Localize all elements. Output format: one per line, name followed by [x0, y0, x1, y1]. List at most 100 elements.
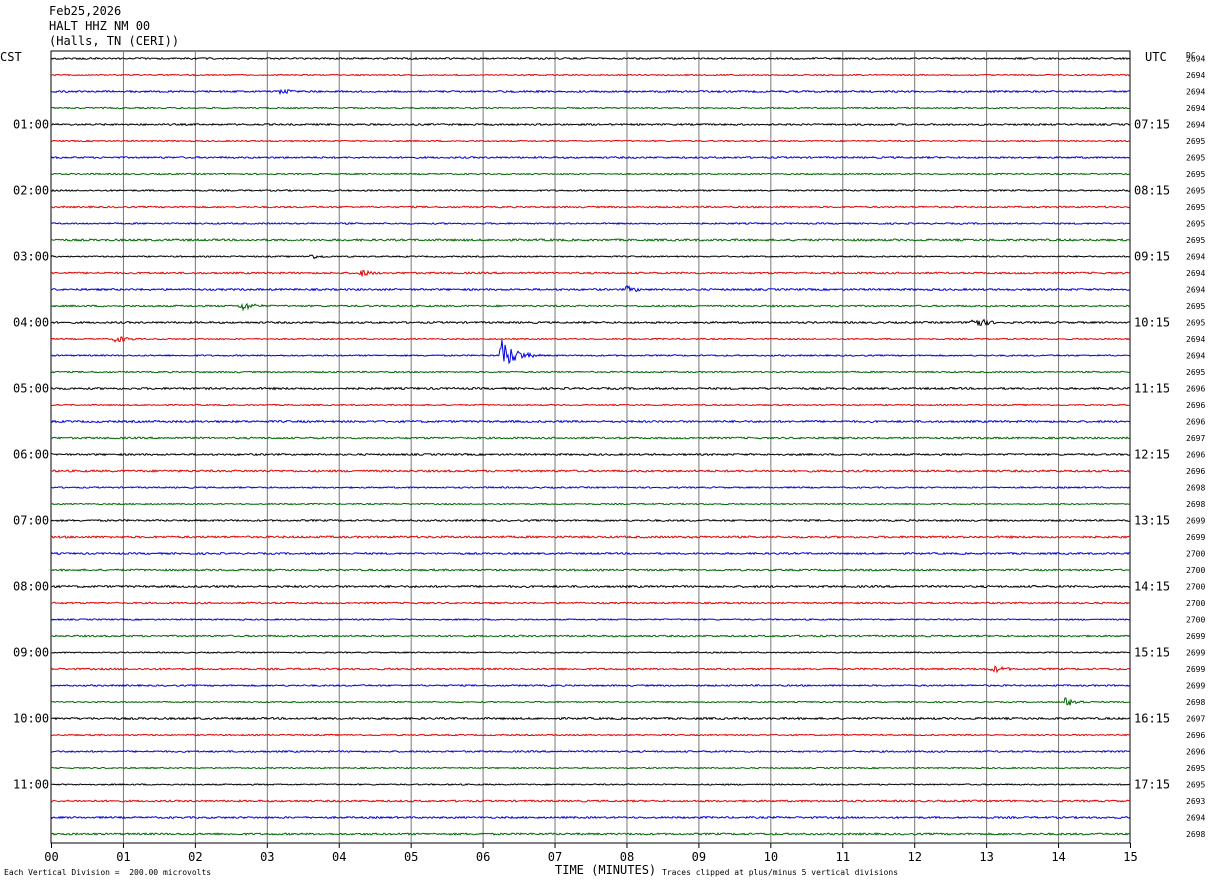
x-tick-label: 15 — [1123, 850, 1137, 864]
x-tick-label: 08 — [620, 850, 634, 864]
dc-offset-label: 2698 — [1186, 500, 1205, 509]
x-tick-label: 12 — [907, 850, 921, 864]
trace-row-26 — [50, 485, 1131, 490]
left-hour-label: 09:00 — [13, 646, 49, 660]
left-hour-label: 10:00 — [13, 712, 49, 726]
trace-row-41 — [50, 733, 1130, 737]
trace-row-8 — [50, 188, 1131, 192]
dc-offset-label: 2699 — [1186, 682, 1205, 691]
dc-offset-label: 2694 — [1186, 335, 1205, 344]
dc-offset-label: 2696 — [1186, 451, 1205, 460]
trace-row-34 — [50, 618, 1131, 621]
dc-offset-label: 2696 — [1186, 401, 1205, 410]
trace-row-28 — [50, 518, 1131, 523]
trace-row-21 — [50, 403, 1131, 407]
left-hour-label: 11:00 — [13, 778, 49, 792]
trace-row-20 — [50, 386, 1131, 391]
trace-row-14 — [50, 284, 1131, 293]
x-tick-label: 13 — [979, 850, 993, 864]
dc-offset-label: 2695 — [1186, 368, 1205, 377]
trace-row-42 — [50, 749, 1131, 754]
dc-offset-label: 2693 — [1186, 797, 1205, 806]
trace-row-10 — [50, 221, 1131, 226]
trace-row-43 — [50, 766, 1131, 770]
dc-offset-label: 2695 — [1186, 319, 1205, 328]
x-tick-label: 00 — [44, 850, 58, 864]
station-code: HALT HHZ NM 00 — [49, 19, 151, 33]
trace-row-15 — [50, 302, 1131, 312]
dc-offset-label: 2699 — [1186, 665, 1205, 674]
plot-frame — [50, 50, 1131, 844]
dc-offset-label: 2696 — [1186, 748, 1205, 757]
dc-offset-label: 2698 — [1186, 698, 1205, 707]
clip-note: Traces clipped at plus/minus 5 vertical … — [662, 868, 899, 877]
trace-row-4 — [50, 122, 1131, 127]
dc-offset-label: 2696 — [1186, 385, 1205, 394]
trace-row-5 — [50, 139, 1130, 143]
dc-offset-label: 2694 — [1186, 104, 1205, 113]
trace-row-24 — [51, 452, 1131, 457]
trace-row-33 — [50, 601, 1131, 605]
station-date: Feb25,2026 — [49, 4, 122, 18]
x-tick-label: 11 — [836, 850, 850, 864]
left-hour-label: 08:00 — [13, 580, 49, 594]
dc-offset-label: 2700 — [1186, 616, 1205, 625]
right-axis-title: UTC — [1145, 50, 1167, 64]
dc-label: DC — [1186, 51, 1196, 60]
x-tick-label: 05 — [404, 850, 418, 864]
dc-offset-label: 2694 — [1186, 286, 1205, 295]
dc-offset-label: 2697 — [1186, 434, 1205, 443]
trace-row-22 — [50, 419, 1131, 424]
dc-offset-label: 2695 — [1186, 236, 1205, 245]
trace-row-46 — [50, 815, 1131, 820]
right-hour-label: 14:15 — [1134, 580, 1170, 594]
dc-offset-label: 2694 — [1186, 88, 1205, 97]
trace-row-13 — [50, 269, 1131, 277]
dc-offset-label: 2695 — [1186, 302, 1205, 311]
station-location: (Halls, TN (CERI)) — [49, 34, 180, 48]
right-hour-label: 16:15 — [1134, 712, 1170, 726]
dc-offset-label: 2694 — [1186, 121, 1205, 130]
dc-offset-label: 2695 — [1186, 220, 1205, 229]
dc-offset-label: 2698 — [1186, 484, 1205, 493]
dc-offset-label: 2700 — [1186, 583, 1205, 592]
x-tick-label: 03 — [260, 850, 274, 864]
trace-row-45 — [50, 799, 1131, 803]
dc-offset-label: 2694 — [1186, 269, 1205, 278]
trace-row-23 — [50, 436, 1131, 440]
left-axis-title: CST — [0, 50, 22, 64]
trace-row-19 — [50, 370, 1131, 374]
x-tick-label: 01 — [116, 850, 130, 864]
trace-row-1 — [50, 73, 1131, 77]
dc-offset-label: 2700 — [1186, 566, 1205, 575]
dc-offset-label: 2695 — [1186, 154, 1205, 163]
x-axis-label: TIME (MINUTES) — [555, 863, 657, 877]
trace-row-11 — [50, 237, 1131, 243]
trace-row-29 — [50, 534, 1131, 540]
dc-offset-label: 2698 — [1186, 830, 1205, 839]
right-hour-label: 13:15 — [1134, 514, 1170, 528]
x-tick-label: 14 — [1051, 850, 1065, 864]
right-hour-label: 10:15 — [1134, 316, 1170, 330]
left-hour-label: 06:00 — [13, 448, 49, 462]
trace-row-2 — [50, 88, 1131, 96]
trace-row-38 — [50, 683, 1131, 688]
trace-row-39 — [50, 697, 1131, 706]
dc-offset-label: 2695 — [1186, 764, 1205, 773]
trace-row-9 — [50, 205, 1131, 209]
trace-row-16 — [50, 318, 1131, 326]
trace-row-27 — [50, 502, 1131, 506]
dc-offset-label: 2695 — [1186, 781, 1205, 790]
dc-offset-label: 2696 — [1186, 731, 1205, 740]
dc-offset-label: 2694 — [1186, 352, 1205, 361]
trace-row-37 — [50, 665, 1131, 674]
x-tick-label: 07 — [548, 850, 562, 864]
dc-offset-label: 2696 — [1186, 418, 1205, 427]
right-hour-label: 12:15 — [1134, 448, 1170, 462]
trace-row-18 — [50, 339, 1131, 365]
dc-offset-label: 2695 — [1186, 203, 1205, 212]
x-tick-label: 09 — [692, 850, 706, 864]
trace-row-32 — [50, 584, 1131, 589]
dc-offset-label: 2700 — [1186, 550, 1205, 559]
